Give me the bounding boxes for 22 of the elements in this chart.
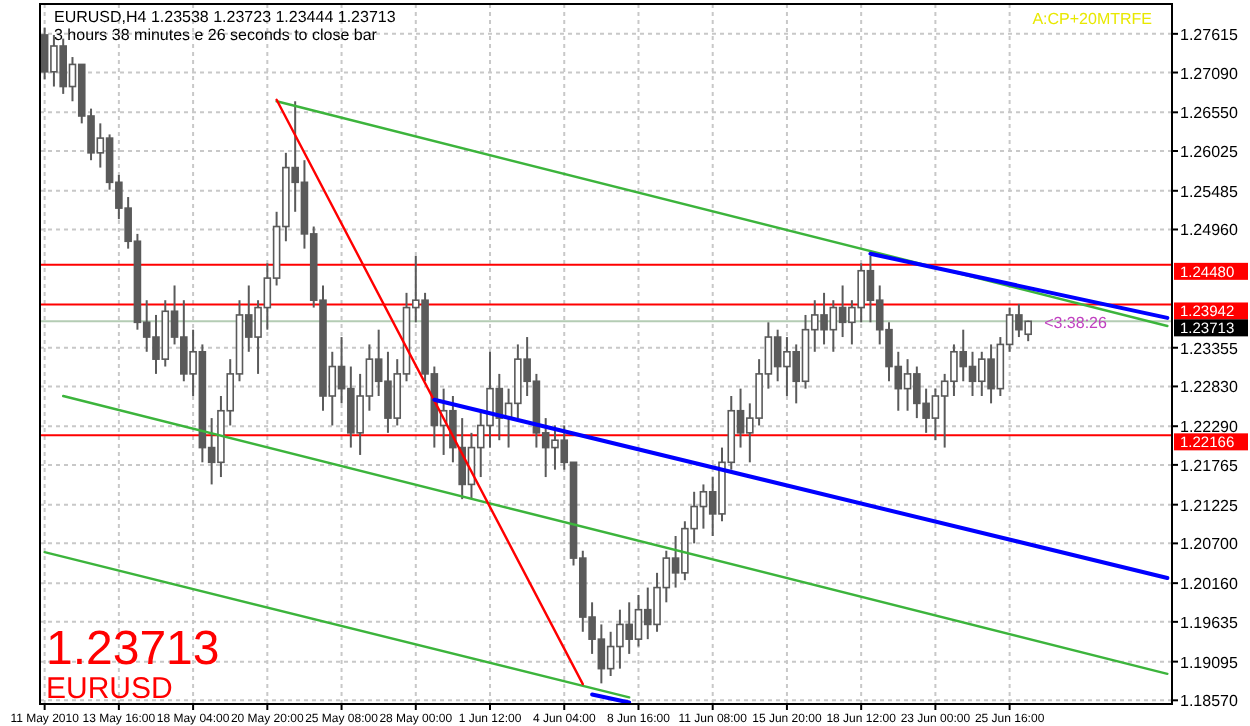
y-tick-label: 1.21765 <box>1180 456 1239 475</box>
y-tick-label: 1.19095 <box>1180 653 1239 672</box>
y-tick-label: 1.21225 <box>1180 496 1239 515</box>
y-tick-label: 1.22830 <box>1180 378 1239 397</box>
y-tick-label: 1.23355 <box>1180 339 1239 358</box>
y-tick-label: 1.19635 <box>1180 613 1239 632</box>
text: 3 hours 38 minutes e 26 seconds to close bar <box>54 26 378 44</box>
y-tick-label: 1.24960 <box>1180 221 1239 240</box>
annotation: A:CP+20MTRFE <box>1032 10 1152 28</box>
y-tick-label: 1.27615 <box>1180 25 1239 44</box>
chart-title: EURUSD,H4 1.23538 1.23723 1.23444 1.23713 <box>54 8 397 26</box>
y-tick-label: 1.26550 <box>1180 104 1239 123</box>
annotation: EURUSD <box>46 672 174 706</box>
y-tick-label: 1.20700 <box>1180 535 1239 554</box>
annotation: <3:38:26 <box>1044 313 1109 332</box>
annotation: 1.23713 <box>46 622 220 676</box>
y-tick-label: 1.20160 <box>1180 575 1239 594</box>
y-tick-label: 1.25485 <box>1180 182 1239 201</box>
y-tick-label: 1.22290 <box>1180 418 1239 437</box>
y-tick-label: 1.27090 <box>1180 64 1239 83</box>
y-tick-label: 1.26025 <box>1180 143 1239 161</box>
y-tick-label: 1.18570 <box>1180 692 1239 711</box>
